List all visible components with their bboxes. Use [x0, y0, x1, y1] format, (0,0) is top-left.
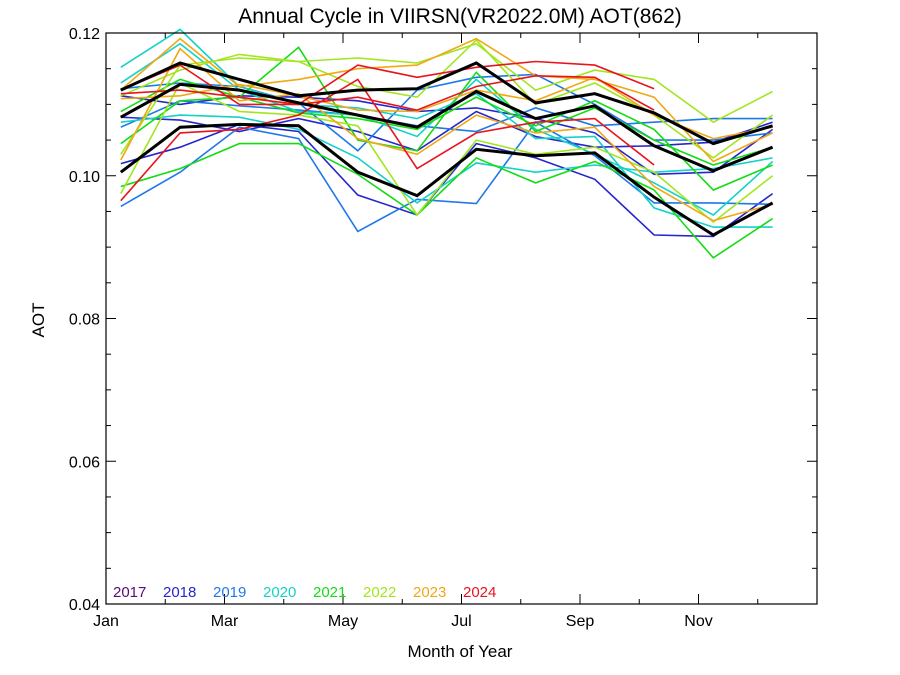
- y-tick-label: 0.10: [69, 169, 100, 186]
- x-tick-label: Jan: [93, 613, 119, 630]
- x-tick-label: Sep: [566, 613, 595, 630]
- series-line-16: [120, 47, 773, 222]
- series-line-20: [120, 60, 655, 106]
- legend: 2017 2018 2019 2020 2021 2022 2023 2024: [113, 584, 496, 601]
- axes-layer: Jan Mar May Jul Sep Nov 0.04 0.06 0.08 0.10 0.12: [69, 26, 818, 630]
- legend-item-2024: 2024: [463, 584, 496, 601]
- legend-item-2020: 2020: [263, 584, 296, 601]
- y-axis-label: AOT: [29, 303, 48, 338]
- y-tick-label: 0.06: [69, 454, 100, 471]
- chart-title: Annual Cycle in VIIRSN(VR2022.0M) AOT(86…: [238, 5, 682, 28]
- legend-item-2019: 2019: [213, 584, 246, 601]
- series-line-13: [120, 42, 773, 155]
- series-line-21: [120, 74, 655, 111]
- series-line-11: [120, 78, 773, 191]
- x-tick-label: Jul: [451, 613, 471, 630]
- series-line-22: [119, 122, 774, 237]
- x-tick-label: Mar: [211, 613, 239, 630]
- x-tick-label: Nov: [684, 613, 712, 630]
- legend-item-2017: 2017: [113, 584, 146, 601]
- y-tick-label: 0.08: [69, 312, 100, 329]
- series-line-15: [120, 81, 774, 224]
- legend-item-2018: 2018: [163, 584, 196, 601]
- legend-item-2022: 2022: [363, 584, 396, 601]
- x-axis-label: Month of Year: [408, 642, 513, 661]
- series-line-18: [120, 37, 773, 163]
- series-line-1: [120, 123, 774, 238]
- series-line-14: [120, 38, 774, 159]
- series-line-23: [120, 82, 774, 173]
- series-line-24: [120, 61, 774, 146]
- x-tick-label: May: [328, 613, 358, 630]
- y-tick-label: 0.12: [69, 26, 100, 43]
- y-tick-label: 0.04: [69, 597, 100, 614]
- series-line-19: [120, 78, 655, 202]
- series-line-10: [120, 142, 774, 259]
- legend-item-2023: 2023: [413, 584, 446, 601]
- legend-item-2021: 2021: [313, 584, 346, 601]
- series-line-9: [120, 114, 773, 204]
- series-layer: [119, 28, 774, 259]
